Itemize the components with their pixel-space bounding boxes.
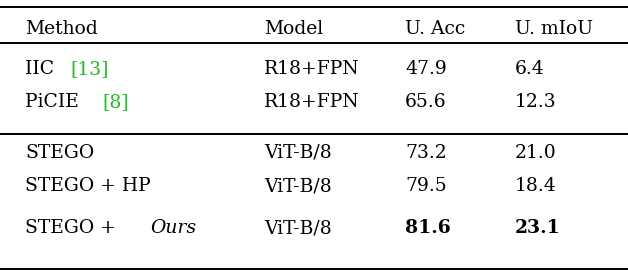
- Text: PiCIE: PiCIE: [25, 93, 85, 111]
- Text: 47.9: 47.9: [405, 60, 447, 78]
- Text: Method: Method: [25, 20, 98, 38]
- Text: R18+FPN: R18+FPN: [264, 93, 359, 111]
- Text: ViT-B/8: ViT-B/8: [264, 219, 332, 237]
- Text: ViT-B/8: ViT-B/8: [264, 144, 332, 162]
- Text: 65.6: 65.6: [405, 93, 447, 111]
- Text: 18.4: 18.4: [515, 177, 556, 195]
- Text: 12.3: 12.3: [515, 93, 556, 111]
- Text: ViT-B/8: ViT-B/8: [264, 177, 332, 195]
- Text: Ours: Ours: [150, 219, 196, 237]
- Text: U. Acc: U. Acc: [405, 20, 465, 38]
- Text: [8]: [8]: [102, 93, 129, 111]
- Text: IIC: IIC: [25, 60, 60, 78]
- Text: STEGO: STEGO: [25, 144, 94, 162]
- Text: 79.5: 79.5: [405, 177, 447, 195]
- Text: 81.6: 81.6: [405, 219, 451, 237]
- Text: STEGO +: STEGO +: [25, 219, 122, 237]
- Text: 6.4: 6.4: [515, 60, 544, 78]
- Text: 23.1: 23.1: [515, 219, 561, 237]
- Text: 21.0: 21.0: [515, 144, 556, 162]
- Text: Model: Model: [264, 20, 323, 38]
- Text: 73.2: 73.2: [405, 144, 447, 162]
- Text: [13]: [13]: [70, 60, 109, 78]
- Text: STEGO + HP: STEGO + HP: [25, 177, 151, 195]
- Text: R18+FPN: R18+FPN: [264, 60, 359, 78]
- Text: U. mIoU: U. mIoU: [515, 20, 593, 38]
